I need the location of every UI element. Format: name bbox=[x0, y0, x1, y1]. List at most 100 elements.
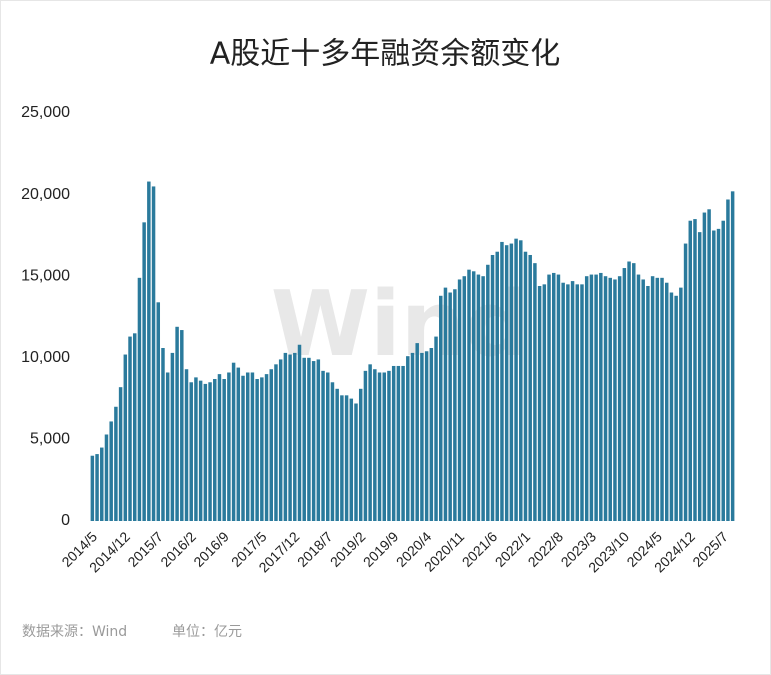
y-tick-label: 5,000 bbox=[30, 431, 70, 448]
bar bbox=[641, 279, 645, 521]
bar bbox=[100, 447, 104, 521]
bar bbox=[377, 372, 382, 521]
bar bbox=[255, 379, 259, 521]
bar bbox=[95, 454, 99, 521]
bar bbox=[509, 243, 514, 521]
bar bbox=[410, 352, 415, 521]
bar bbox=[175, 326, 179, 521]
bar bbox=[443, 287, 448, 521]
bar bbox=[627, 261, 631, 521]
bar bbox=[391, 365, 396, 521]
bar bbox=[137, 277, 142, 521]
bar bbox=[584, 276, 589, 521]
bar bbox=[580, 284, 584, 521]
bar bbox=[504, 245, 509, 521]
bar bbox=[646, 285, 650, 521]
bar bbox=[297, 344, 302, 521]
chart-title: A股近十多年融资余额变化 bbox=[210, 37, 561, 72]
bar bbox=[514, 238, 518, 521]
bar bbox=[382, 372, 386, 521]
bar bbox=[132, 333, 137, 521]
bar bbox=[490, 254, 495, 521]
bar bbox=[354, 403, 358, 521]
bar bbox=[655, 277, 660, 521]
bar bbox=[368, 364, 372, 521]
bar bbox=[241, 375, 245, 521]
bar bbox=[198, 380, 203, 521]
bar bbox=[453, 289, 457, 521]
bar bbox=[189, 382, 193, 521]
y-tick-label: 15,000 bbox=[21, 267, 70, 284]
bar bbox=[636, 274, 641, 521]
y-tick-label: 25,000 bbox=[21, 104, 70, 121]
bar bbox=[184, 369, 189, 521]
bar bbox=[429, 348, 434, 521]
bar bbox=[203, 383, 208, 521]
bar bbox=[114, 406, 118, 521]
bar bbox=[519, 240, 523, 521]
bar bbox=[726, 199, 730, 521]
bar bbox=[104, 434, 109, 521]
bar bbox=[288, 354, 292, 521]
bar bbox=[697, 232, 702, 522]
bar bbox=[335, 388, 339, 521]
bar bbox=[537, 285, 542, 521]
bar bbox=[679, 287, 683, 521]
bar bbox=[194, 377, 198, 521]
bar bbox=[500, 241, 504, 522]
bar bbox=[147, 181, 151, 521]
bar bbox=[613, 279, 617, 521]
bar bbox=[448, 292, 452, 521]
bar bbox=[528, 254, 532, 521]
bar bbox=[415, 343, 419, 521]
bar bbox=[599, 272, 603, 521]
bar bbox=[311, 361, 316, 521]
bar bbox=[128, 336, 132, 521]
bar bbox=[688, 220, 693, 521]
bar bbox=[674, 295, 678, 521]
bar bbox=[439, 295, 443, 521]
bar bbox=[260, 377, 264, 521]
bar bbox=[589, 274, 594, 521]
bar bbox=[542, 284, 547, 521]
bar bbox=[142, 222, 146, 521]
bar bbox=[556, 274, 561, 521]
bar bbox=[363, 370, 368, 521]
bar bbox=[278, 359, 283, 521]
bar bbox=[547, 274, 551, 521]
bar bbox=[231, 362, 236, 521]
bar bbox=[264, 374, 269, 521]
bar bbox=[617, 276, 622, 521]
bar bbox=[575, 284, 580, 521]
bar bbox=[165, 372, 170, 521]
bar bbox=[387, 370, 391, 521]
bar bbox=[396, 365, 401, 521]
bar bbox=[467, 269, 471, 521]
bar bbox=[693, 219, 697, 521]
bar bbox=[213, 379, 217, 521]
bar bbox=[274, 364, 278, 521]
bar bbox=[561, 282, 565, 521]
bar bbox=[245, 372, 250, 521]
bar bbox=[660, 277, 664, 521]
y-tick-label: 10,000 bbox=[21, 349, 70, 366]
bar bbox=[622, 268, 627, 521]
bar bbox=[326, 372, 330, 521]
bar bbox=[495, 251, 499, 521]
bar bbox=[683, 243, 688, 521]
bar bbox=[170, 352, 175, 521]
bar bbox=[302, 357, 306, 521]
bar bbox=[420, 352, 424, 521]
bar bbox=[217, 374, 222, 521]
bar bbox=[707, 209, 711, 521]
bar bbox=[349, 398, 354, 521]
y-tick-label: 20,000 bbox=[21, 186, 70, 203]
bar bbox=[373, 369, 377, 521]
bar bbox=[716, 228, 721, 521]
bar bbox=[222, 379, 226, 521]
bar bbox=[730, 191, 735, 521]
bar bbox=[632, 263, 636, 521]
bar bbox=[594, 274, 598, 521]
bar bbox=[293, 352, 297, 521]
